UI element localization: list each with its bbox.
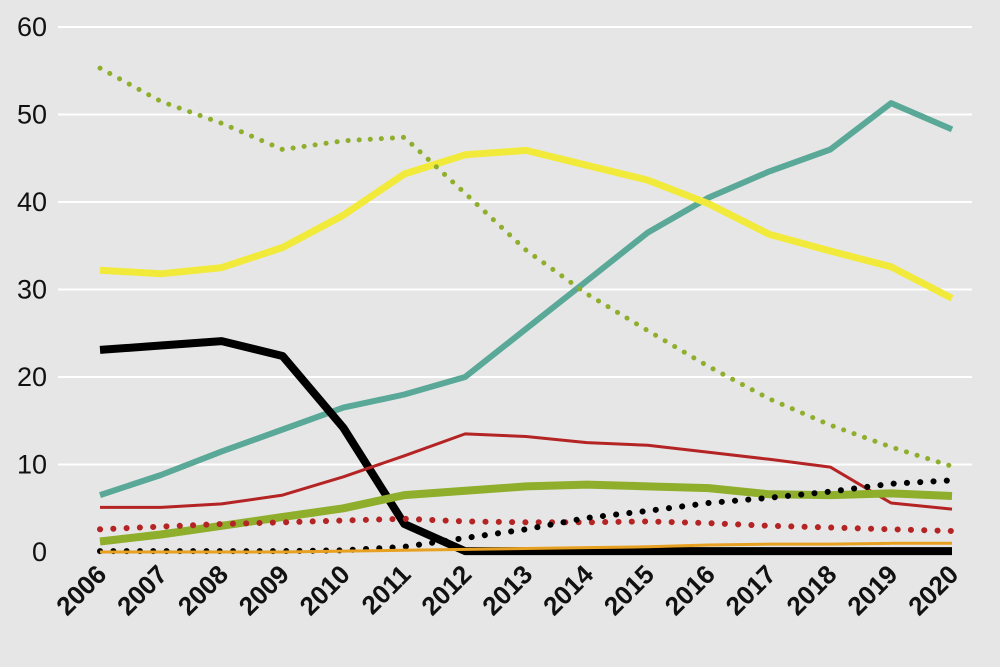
x-tick-label: 2008 [172, 559, 234, 621]
x-tick-label: 2017 [720, 559, 782, 621]
y-tick-label: 0 [32, 537, 47, 567]
x-tick-label: 2016 [659, 559, 721, 621]
x-tick-label: 2013 [476, 559, 538, 621]
x-tick-label: 2014 [537, 559, 599, 621]
series-line-1 [99, 100, 954, 498]
y-tick-label: 60 [17, 12, 47, 42]
series-line-4 [99, 337, 952, 556]
series-line-2 [99, 146, 954, 302]
x-tick-label: 2009 [233, 559, 295, 621]
series-line-6 [99, 480, 953, 546]
y-tick-label: 40 [17, 187, 47, 217]
x-tick-label: 2012 [415, 559, 477, 621]
y-axis-ticks: 0 10 20 30 40 50 60 [17, 12, 47, 567]
y-tick-label: 10 [17, 450, 47, 480]
x-tick-label: 2019 [841, 559, 903, 621]
y-tick-label: 50 [17, 100, 47, 130]
x-tick-label: 2007 [111, 559, 173, 621]
gridlines [58, 26, 972, 466]
series-line-8 [97, 477, 955, 555]
series-line-3 [97, 65, 955, 469]
x-tick-label: 2018 [780, 559, 842, 621]
x-tick-label: 2020 [902, 559, 964, 621]
series-line-9 [100, 541, 952, 554]
series-line-5 [100, 432, 953, 511]
x-tick-label: 2006 [50, 559, 112, 621]
x-tick-label: 2011 [355, 559, 416, 620]
x-tick-label: 2010 [294, 559, 356, 621]
x-tick-label: 2015 [598, 559, 660, 621]
y-tick-label: 20 [17, 362, 47, 392]
y-tick-label: 30 [17, 275, 47, 305]
series-lines [97, 65, 955, 556]
series-line-7 [97, 515, 955, 534]
